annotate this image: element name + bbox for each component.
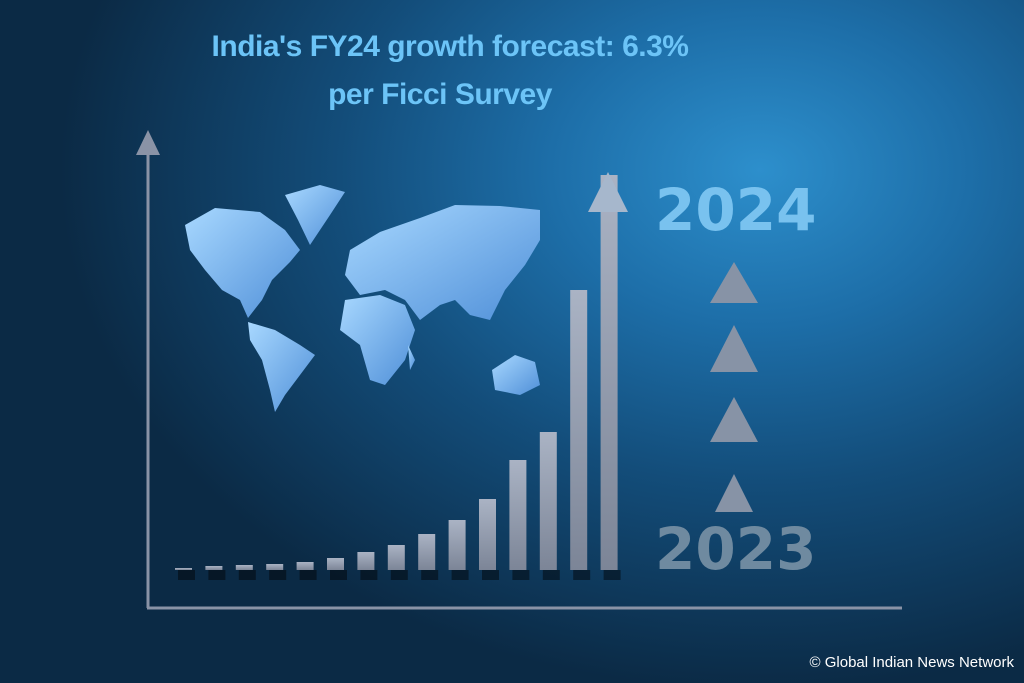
bar [448,520,466,570]
bar-shadow [178,570,195,580]
bar-shadow [603,570,621,580]
bar-shadow [451,570,469,580]
triangle-icon [710,325,758,372]
bar [600,175,618,570]
bar-shadow [512,570,530,580]
bar [205,566,223,570]
bar [327,558,344,570]
bar [479,499,496,570]
bar-shadow [269,570,287,580]
bar-shadow [390,570,408,580]
bar-series [175,175,621,580]
bar-shadow [299,570,317,580]
bar [357,552,375,570]
bar [387,545,405,570]
rising-arrow [588,172,628,212]
triangle-icon [710,397,758,442]
up-arrow-icon [588,172,628,212]
year-2023-label: 2023 [655,515,817,583]
bar [539,432,557,570]
bar [296,562,314,570]
headline-line-1: India's FY24 growth forecast: 6.3% [211,30,689,63]
bar-shadow [330,570,347,580]
bar [570,290,588,570]
world-map [185,185,540,412]
bar-shadow [238,570,256,580]
copyright-credit: © Global Indian News Network [809,654,1014,671]
bar [509,460,527,570]
bar [175,568,192,570]
bar [266,564,284,570]
year-2024-label: 2024 [655,176,817,244]
bar-shadow [208,570,226,580]
triangle-markers [710,262,758,512]
bar-shadow [421,570,439,580]
bar-shadow [482,570,499,580]
bar-shadow [573,570,591,580]
y-axis-arrow-icon [136,130,160,155]
bar-shadow [360,570,378,580]
axes [136,130,902,610]
headline-line-2: per Ficci Survey [328,78,552,111]
bar [235,565,253,570]
triangle-icon [715,474,753,512]
bar [418,534,436,570]
triangle-icon [710,262,758,303]
bar-shadow [542,570,560,580]
